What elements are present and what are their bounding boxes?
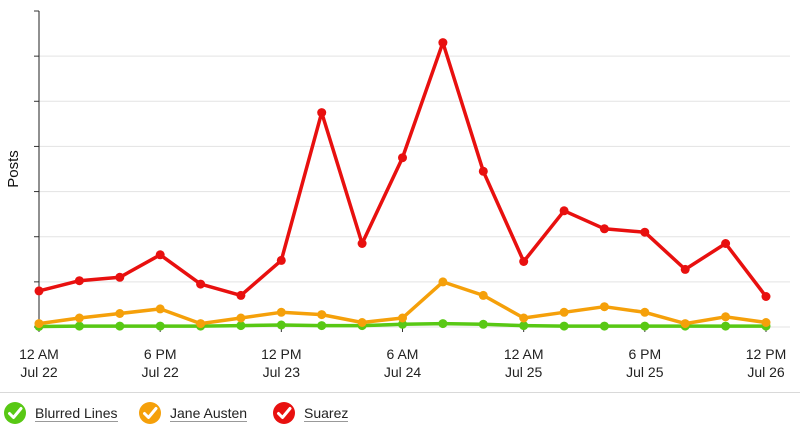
x-tick-label: Jul 26 <box>747 364 785 380</box>
data-point-jane-austen[interactable] <box>599 302 609 312</box>
x-tick-label: 6 PM <box>628 346 661 362</box>
data-point-suarez[interactable] <box>196 279 206 289</box>
data-point-blurred-lines[interactable] <box>721 321 731 331</box>
legend-item-suarez[interactable]: Suarez <box>272 400 349 426</box>
data-point-blurred-lines[interactable] <box>317 321 327 331</box>
legend-label-jane-austen: Jane Austen <box>170 404 248 422</box>
data-point-jane-austen[interactable] <box>317 310 327 320</box>
data-point-blurred-lines[interactable] <box>559 321 569 331</box>
legend-item-jane-austen[interactable]: Jane Austen <box>138 400 248 426</box>
legend-label-suarez: Suarez <box>304 404 349 422</box>
x-tick-label: 6 AM <box>387 346 419 362</box>
data-point-suarez[interactable] <box>680 264 690 274</box>
data-point-suarez[interactable] <box>640 227 650 237</box>
data-point-suarez[interactable] <box>721 239 731 248</box>
data-point-suarez[interactable] <box>115 272 125 282</box>
data-point-suarez[interactable] <box>74 276 84 286</box>
data-point-suarez[interactable] <box>438 38 448 48</box>
check-icon <box>273 402 295 424</box>
data-point-blurred-lines[interactable] <box>599 321 609 331</box>
data-point-suarez[interactable] <box>559 206 569 216</box>
data-point-blurred-lines[interactable] <box>115 321 125 331</box>
data-point-jane-austen[interactable] <box>721 312 731 322</box>
x-tick-label: 12 AM <box>19 346 59 362</box>
data-point-jane-austen[interactable] <box>438 277 448 287</box>
data-point-suarez[interactable] <box>34 286 44 296</box>
data-point-jane-austen[interactable] <box>236 313 246 323</box>
data-point-jane-austen[interactable] <box>478 290 488 300</box>
data-point-jane-austen[interactable] <box>115 309 125 318</box>
data-point-blurred-lines[interactable] <box>640 321 650 331</box>
data-point-jane-austen[interactable] <box>680 319 690 329</box>
data-point-blurred-lines[interactable] <box>438 319 448 329</box>
chart-legend: Blurred Lines Jane Austen Suarez <box>0 392 800 433</box>
data-point-jane-austen[interactable] <box>155 304 165 314</box>
data-point-blurred-lines[interactable] <box>155 321 165 331</box>
series-line-suarez <box>37 40 768 299</box>
data-point-suarez[interactable] <box>155 250 165 260</box>
x-tick-label: Jul 23 <box>263 364 301 380</box>
x-tick-label: 6 PM <box>144 346 177 362</box>
x-tick-label: Jul 25 <box>626 364 664 380</box>
data-point-suarez[interactable] <box>478 166 488 176</box>
data-point-suarez[interactable] <box>276 255 286 265</box>
data-point-jane-austen[interactable] <box>196 319 206 329</box>
data-point-blurred-lines[interactable] <box>398 319 407 329</box>
data-point-suarez[interactable] <box>236 290 246 300</box>
data-point-blurred-lines[interactable] <box>478 319 488 329</box>
chart-svg: Posts 12 AM Jul 22 6 PM Jul 22 12 PM Jul 23 6 A… <box>5 10 790 380</box>
data-point-jane-austen[interactable] <box>640 307 650 317</box>
data-point-jane-austen[interactable] <box>276 307 286 317</box>
data-point-suarez[interactable] <box>357 239 367 248</box>
x-tick-label: Jul 22 <box>141 364 179 380</box>
posts-line-chart: Posts 12 AM Jul 22 6 PM Jul 22 12 PM Jul 23 6 A… <box>5 10 790 380</box>
data-point-jane-austen[interactable] <box>357 318 367 327</box>
data-point-jane-austen[interactable] <box>398 313 407 323</box>
x-tick-label: Jul 24 <box>384 364 422 380</box>
data-point-suarez[interactable] <box>761 292 771 301</box>
x-tick-label: 12 PM <box>746 346 786 362</box>
data-point-jane-austen[interactable] <box>559 307 569 317</box>
data-point-jane-austen[interactable] <box>74 313 84 323</box>
data-point-blurred-lines[interactable] <box>74 321 84 331</box>
data-point-suarez[interactable] <box>398 153 407 163</box>
data-point-suarez[interactable] <box>599 224 609 234</box>
data-point-blurred-lines[interactable] <box>236 321 246 331</box>
x-tick-label: 12 PM <box>261 346 301 362</box>
data-point-jane-austen[interactable] <box>519 313 529 323</box>
data-point-jane-austen[interactable] <box>34 319 44 329</box>
y-axis-title: Posts <box>5 150 22 188</box>
legend-item-blurred-lines[interactable]: Blurred Lines <box>3 400 118 426</box>
legend-label-blurred-lines: Blurred Lines <box>35 404 118 422</box>
data-point-blurred-lines[interactable] <box>276 320 286 330</box>
x-tick-label: Jul 22 <box>20 364 58 380</box>
check-icon <box>139 402 161 424</box>
data-point-suarez[interactable] <box>317 108 327 118</box>
x-tick-label: 12 AM <box>504 346 544 362</box>
x-tick-label: Jul 25 <box>505 364 543 380</box>
data-point-blurred-lines[interactable] <box>519 321 529 331</box>
data-point-suarez[interactable] <box>519 257 529 266</box>
check-icon <box>4 402 26 424</box>
data-point-jane-austen[interactable] <box>761 318 771 327</box>
